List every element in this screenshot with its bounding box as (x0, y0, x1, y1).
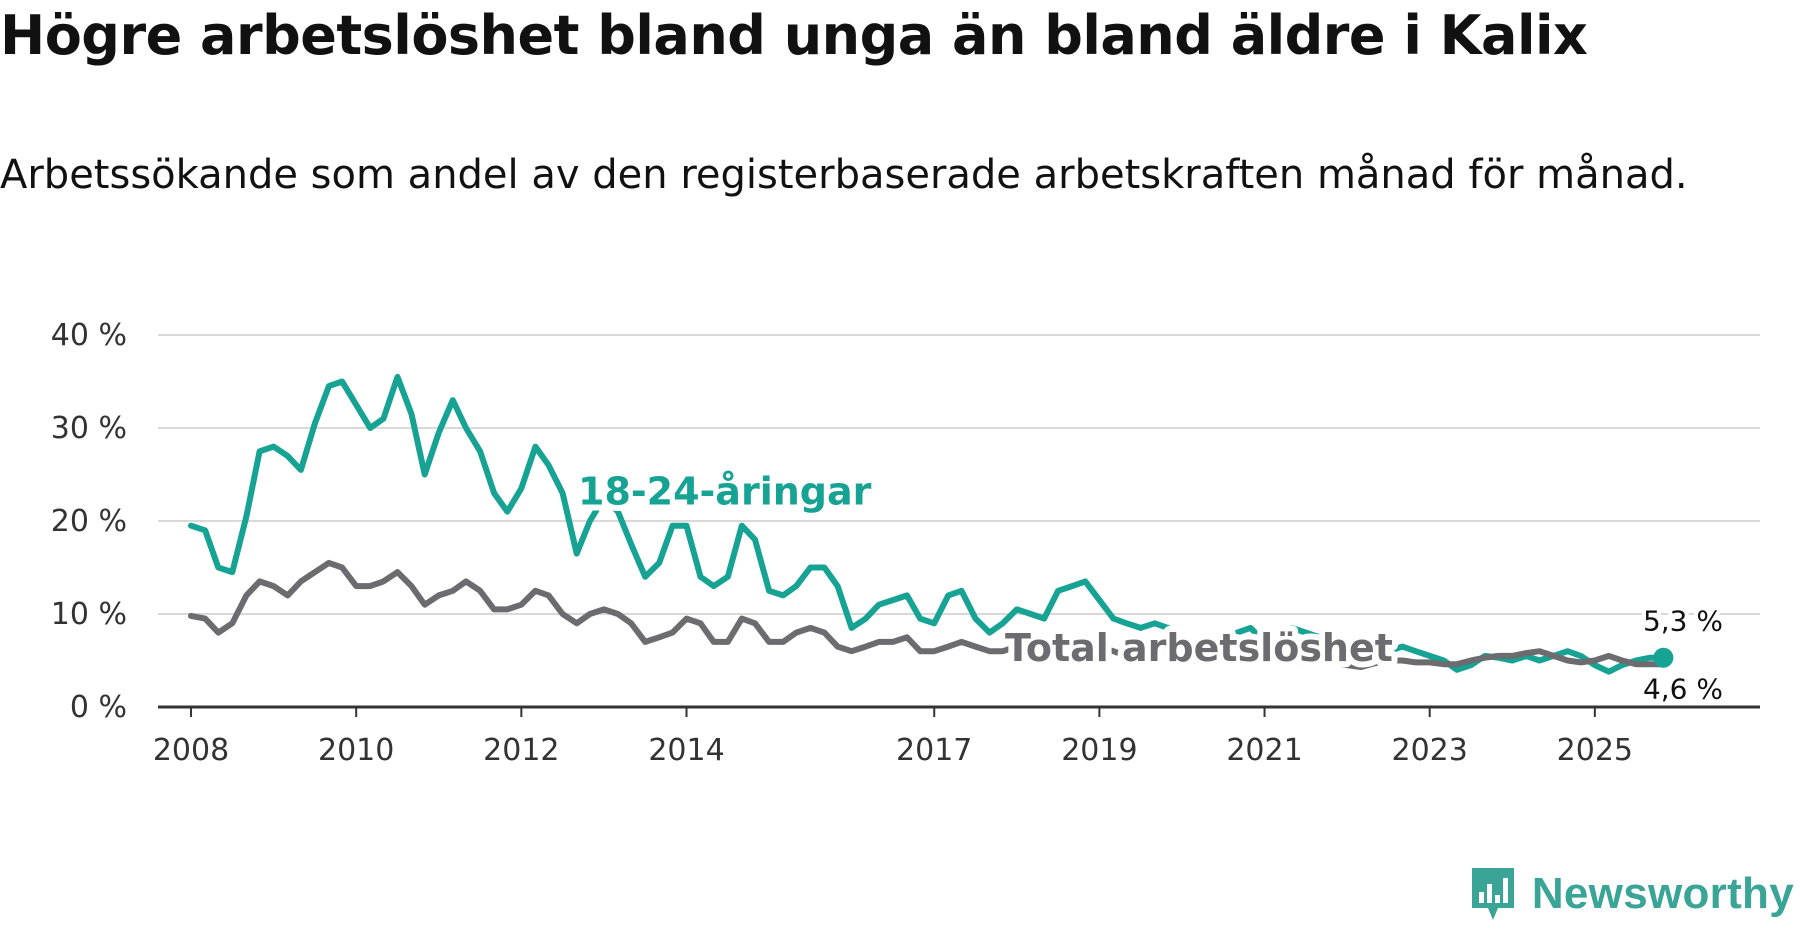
series-lines (188, 373, 1674, 675)
x-tick-label: 2010 (318, 733, 394, 768)
series-label-youth: 18-24-åringar (578, 469, 872, 513)
bar-chart-bubble-icon (1471, 868, 1514, 920)
x-tick-label: 2023 (1392, 733, 1468, 768)
series-label-total: Total arbetslöshet (1005, 626, 1393, 670)
youth-line (188, 373, 1667, 675)
y-axis-ticks: 0 % 10 % 20 % 30 % 40 % (51, 318, 127, 725)
brand-logo: Newsworthy (1468, 864, 1794, 924)
y-tick-label: 40 % (51, 318, 127, 353)
end-value-total: 4,6 % (1643, 673, 1723, 706)
series-labels: 18-24-åringar Total arbetslöshet 5,3 % 4… (572, 463, 1727, 709)
y-tick-label: 20 % (51, 504, 127, 539)
y-tick-label: 30 % (51, 411, 127, 446)
y-tick-label: 10 % (51, 597, 127, 632)
x-tick-label: 2017 (896, 733, 972, 768)
x-tick-label: 2025 (1557, 733, 1633, 768)
brand-name: Newsworthy (1531, 869, 1794, 918)
x-tick-label: 2019 (1061, 733, 1137, 768)
total-line (188, 559, 1667, 670)
x-tick-label: 2008 (153, 733, 229, 768)
line-chart: 0 % 10 % 20 % 30 % 40 % 2008 2010 2012 2014 2017… (51, 318, 1760, 768)
x-tick-label: 2021 (1226, 733, 1302, 768)
gridlines (158, 334, 1760, 615)
chart-title: Högre arbetslöshet bland unga än bland ä… (0, 4, 1588, 67)
x-tick-label: 2014 (648, 733, 724, 768)
end-value-youth: 5,3 % (1643, 605, 1723, 638)
y-tick-label: 0 % (70, 690, 127, 725)
youth-end-point (1653, 647, 1674, 668)
x-axis-ticks: 2008 2010 2012 2014 2017 2019 2021 2023 2025 (153, 707, 1633, 768)
chart-subtitle: Arbetssökande som andel av den registerb… (0, 152, 1688, 198)
x-tick-label: 2012 (483, 733, 559, 768)
